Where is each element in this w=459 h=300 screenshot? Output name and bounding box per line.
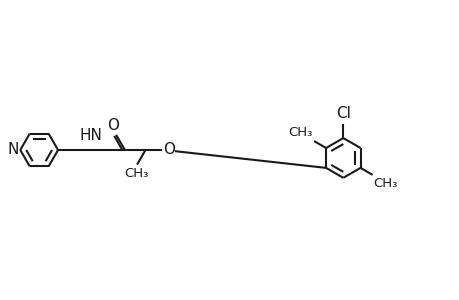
Text: O: O bbox=[162, 142, 174, 157]
Text: HN: HN bbox=[79, 128, 102, 143]
Text: O: O bbox=[107, 118, 119, 133]
Text: N: N bbox=[8, 142, 19, 158]
Text: Cl: Cl bbox=[335, 106, 350, 122]
Text: CH₃: CH₃ bbox=[123, 167, 148, 180]
Text: CH₃: CH₃ bbox=[288, 126, 313, 139]
Text: CH₃: CH₃ bbox=[373, 177, 397, 190]
